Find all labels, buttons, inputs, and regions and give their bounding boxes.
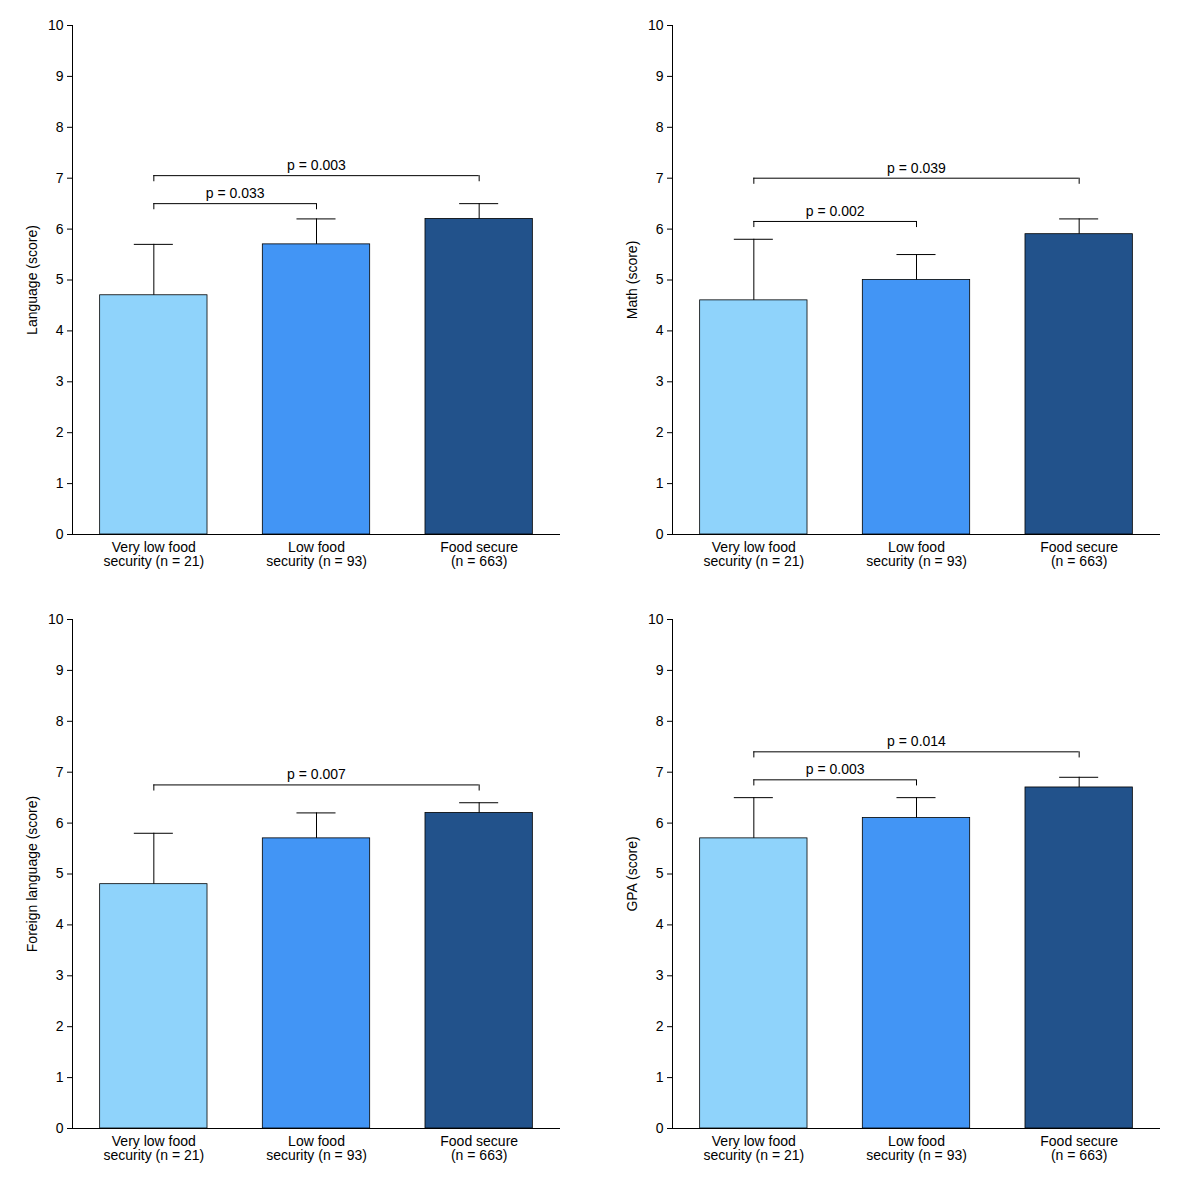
svg-text:p = 0.003: p = 0.003 (287, 157, 346, 173)
svg-text:Food secure(n = 663): Food secure(n = 663) (1040, 539, 1118, 569)
svg-text:2: 2 (656, 424, 664, 440)
svg-text:5: 5 (56, 271, 64, 287)
svg-text:Food secure(n = 663): Food secure(n = 663) (440, 539, 518, 569)
svg-text:p = 0.003: p = 0.003 (806, 761, 865, 777)
svg-text:5: 5 (656, 271, 664, 287)
svg-text:10: 10 (48, 611, 64, 627)
svg-text:Food secure(n = 663): Food secure(n = 663) (1040, 1133, 1118, 1163)
svg-text:1: 1 (56, 1069, 64, 1085)
svg-text:8: 8 (656, 119, 664, 135)
svg-text:GPA (score): GPA (score) (624, 836, 640, 911)
svg-text:3: 3 (656, 967, 664, 983)
svg-text:9: 9 (56, 662, 64, 678)
svg-text:6: 6 (656, 221, 664, 237)
svg-text:1: 1 (656, 1069, 664, 1085)
svg-text:7: 7 (656, 170, 664, 186)
svg-text:4: 4 (56, 322, 64, 338)
svg-text:Low foodsecurity (n = 93): Low foodsecurity (n = 93) (866, 1133, 967, 1163)
svg-text:Very low foodsecurity (n = 21): Very low foodsecurity (n = 21) (103, 1133, 204, 1163)
svg-text:Low foodsecurity (n = 93): Low foodsecurity (n = 93) (866, 539, 967, 569)
svg-text:3: 3 (56, 967, 64, 983)
svg-text:9: 9 (656, 68, 664, 84)
svg-text:3: 3 (56, 373, 64, 389)
svg-text:3: 3 (656, 373, 664, 389)
svg-text:1: 1 (56, 475, 64, 491)
svg-text:0: 0 (56, 1120, 64, 1136)
svg-text:Low foodsecurity (n = 93): Low foodsecurity (n = 93) (266, 1133, 367, 1163)
svg-text:Math (score): Math (score) (624, 241, 640, 320)
svg-text:Language (score): Language (score) (24, 225, 40, 335)
svg-text:2: 2 (56, 1018, 64, 1034)
svg-text:8: 8 (656, 713, 664, 729)
svg-text:0: 0 (656, 526, 664, 542)
svg-text:6: 6 (56, 221, 64, 237)
svg-text:7: 7 (56, 170, 64, 186)
svg-text:10: 10 (648, 17, 664, 33)
svg-text:0: 0 (56, 526, 64, 542)
svg-text:8: 8 (56, 713, 64, 729)
svg-text:p = 0.039: p = 0.039 (887, 160, 946, 176)
svg-text:8: 8 (56, 119, 64, 135)
svg-text:6: 6 (656, 815, 664, 831)
svg-text:4: 4 (656, 916, 664, 932)
svg-text:2: 2 (656, 1018, 664, 1034)
svg-text:6: 6 (56, 815, 64, 831)
svg-text:p = 0.007: p = 0.007 (287, 766, 346, 782)
svg-text:9: 9 (56, 68, 64, 84)
svg-text:1: 1 (656, 475, 664, 491)
svg-text:p = 0.002: p = 0.002 (806, 203, 865, 219)
svg-text:4: 4 (656, 322, 664, 338)
svg-text:Food secure(n = 663): Food secure(n = 663) (440, 1133, 518, 1163)
svg-text:5: 5 (56, 865, 64, 881)
svg-text:7: 7 (656, 764, 664, 780)
svg-text:0: 0 (656, 1120, 664, 1136)
svg-text:Very low foodsecurity (n = 21): Very low foodsecurity (n = 21) (103, 539, 204, 569)
svg-text:p = 0.033: p = 0.033 (206, 185, 265, 201)
svg-text:10: 10 (48, 17, 64, 33)
svg-text:4: 4 (56, 916, 64, 932)
svg-text:Very low foodsecurity (n = 21): Very low foodsecurity (n = 21) (703, 539, 804, 569)
svg-text:Low foodsecurity (n = 93): Low foodsecurity (n = 93) (266, 539, 367, 569)
svg-text:10: 10 (648, 611, 664, 627)
svg-text:p = 0.014: p = 0.014 (887, 733, 946, 749)
svg-text:9: 9 (656, 662, 664, 678)
svg-text:7: 7 (56, 764, 64, 780)
svg-text:Foreign language (score): Foreign language (score) (24, 796, 40, 952)
svg-text:Very low foodsecurity (n = 21): Very low foodsecurity (n = 21) (703, 1133, 804, 1163)
svg-text:2: 2 (56, 424, 64, 440)
svg-text:5: 5 (656, 865, 664, 881)
